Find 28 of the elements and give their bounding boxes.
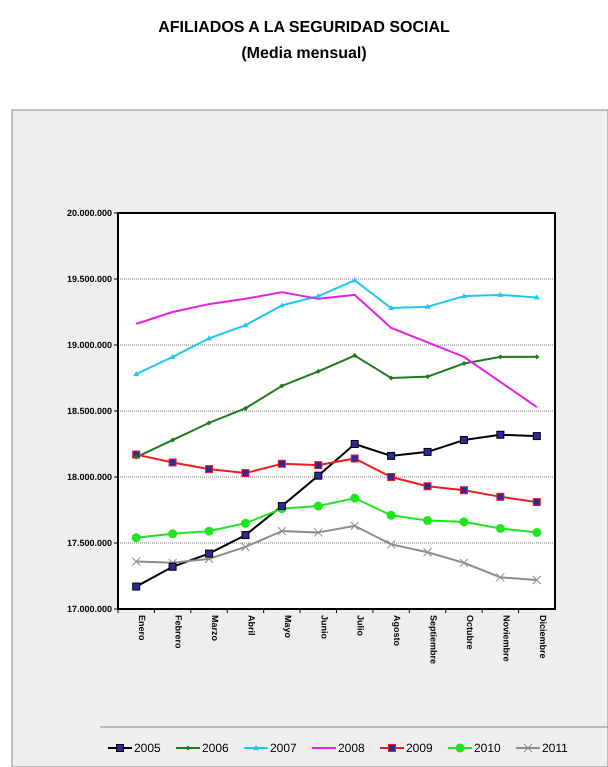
legend-label: 2008 [338,741,366,756]
chart-subtitle: (Media mensual) [241,45,367,62]
legend-label: 2005 [134,741,162,756]
x-tick-label: Febrero [174,615,184,650]
y-tick-label: 19.500.000 [66,274,112,284]
chart-title: AFILIADOS A LA SEGURIDAD SOCIAL [158,19,450,36]
x-tick-label: Noviembre [501,615,512,662]
y-tick-label: 18.500.000 [66,406,112,416]
y-tick-label: 17.000.000 [66,604,112,614]
x-tick-label: Julio [356,615,366,637]
legend-label: 2011 [542,741,568,756]
legend-label: 2009 [406,741,434,756]
x-tick-label: Enero [137,615,148,642]
x-tick-label: Abril [246,615,256,636]
y-tick-label: 19.000.000 [66,340,112,350]
x-tick-label: Junio [319,615,330,640]
y-tick-label: 17.500.000 [66,538,112,548]
legend-label: 2007 [270,741,298,756]
x-tick-label: Marzo [210,615,220,642]
x-tick-label: Diciembre [538,615,548,659]
x-tick-label: Septiembre [428,615,439,664]
x-tick-label: Octubre [464,615,475,650]
legend-label: 2006 [202,741,230,756]
y-tick-label: 20.000.000 [66,208,112,218]
x-tick-label: Agosto [392,615,402,646]
x-tick-label: Mayo [282,615,293,639]
legend-label: 2010 [474,741,502,756]
y-tick-label: 18.000.000 [66,472,112,482]
